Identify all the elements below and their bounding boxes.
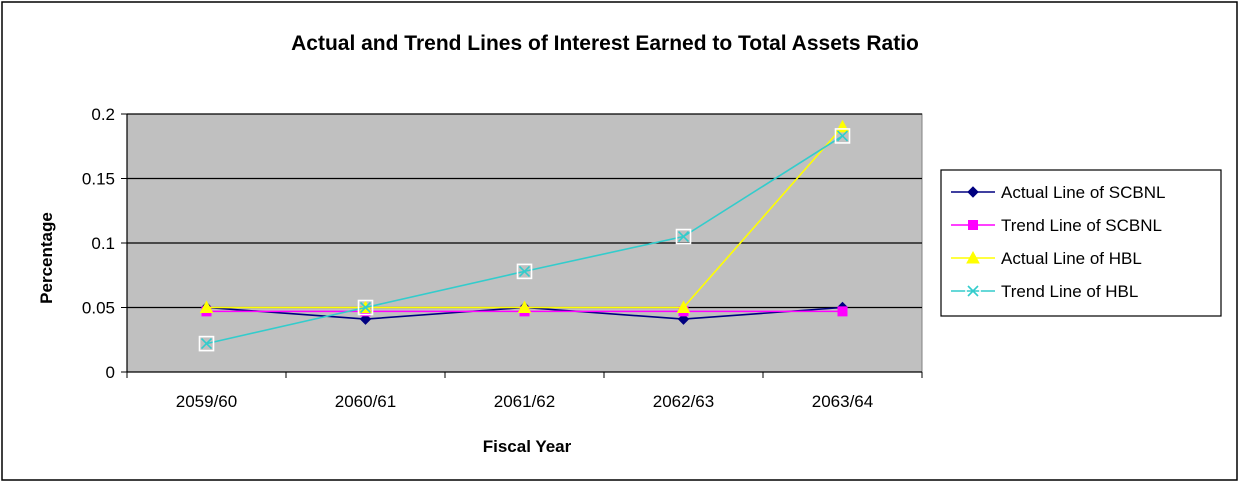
legend-item-3: Trend Line of HBL bbox=[951, 282, 1138, 301]
y-tick-label: 0.1 bbox=[91, 234, 115, 253]
marker-box bbox=[675, 228, 692, 245]
marker-cross-b bbox=[200, 338, 213, 350]
data-point-0-3 bbox=[677, 313, 690, 325]
y-tick-label: 0.05 bbox=[82, 299, 115, 318]
legend-item-1: Trend Line of SCBNL bbox=[951, 216, 1162, 235]
legend-marker bbox=[967, 186, 979, 198]
y-tick-label: 0.2 bbox=[91, 105, 115, 124]
chart-title: Actual and Trend Lines of Interest Earne… bbox=[291, 32, 919, 55]
x-tick-label: 2062/63 bbox=[653, 392, 714, 411]
legend-label: Trend Line of SCBNL bbox=[1001, 216, 1162, 235]
data-point-2-3 bbox=[676, 300, 691, 313]
x-tick-label: 2061/62 bbox=[494, 392, 555, 411]
data-point-0-1 bbox=[359, 313, 372, 325]
legend-marker bbox=[966, 250, 980, 264]
marker-cross-b bbox=[967, 285, 979, 297]
y-tick-label: 0.15 bbox=[82, 170, 115, 189]
x-axis-label: Fiscal Year bbox=[483, 437, 572, 456]
legend-label: Actual Line of HBL bbox=[1001, 249, 1142, 268]
marker-cross-b bbox=[836, 130, 849, 142]
legend-item-2: Actual Line of HBL bbox=[951, 249, 1142, 268]
marker-box bbox=[516, 263, 533, 280]
legend-item-0: Actual Line of SCBNL bbox=[951, 183, 1165, 202]
legend-label: Trend Line of HBL bbox=[1001, 282, 1138, 301]
legend-marker bbox=[965, 283, 981, 299]
data-point-3-3 bbox=[675, 228, 692, 245]
x-tick-label: 2060/61 bbox=[335, 392, 396, 411]
data-point-1-4 bbox=[837, 306, 848, 317]
data-point-3-4 bbox=[834, 128, 851, 144]
legend-label: Actual Line of SCBNL bbox=[1001, 183, 1165, 202]
data-point-3-2 bbox=[516, 263, 533, 280]
x-tick-label: 2059/60 bbox=[176, 392, 237, 411]
legend-marker bbox=[968, 220, 978, 230]
marker-box bbox=[834, 128, 851, 144]
x-tick-label: 2063/64 bbox=[812, 392, 873, 411]
marker-cross-b bbox=[359, 301, 372, 314]
marker-box bbox=[198, 335, 215, 352]
data-point-2-2 bbox=[517, 300, 532, 313]
data-point-2-0 bbox=[199, 300, 214, 313]
data-point-3-1 bbox=[357, 299, 374, 316]
data-point-3-0 bbox=[198, 335, 215, 352]
marker-box bbox=[965, 283, 981, 299]
marker-cross-b bbox=[518, 265, 531, 277]
y-tick-label: 0 bbox=[106, 363, 115, 382]
legend: Actual Line of SCBNL Trend Line of SCBNL A… bbox=[940, 169, 1222, 317]
series-3 bbox=[198, 128, 851, 352]
axes-layer: 0 0.05 0.1 0.15 0.2 2059/60 2060/61 2061/62 2062… bbox=[82, 105, 923, 411]
marker-box bbox=[357, 299, 374, 316]
y-axis-label: Percentage bbox=[37, 212, 56, 304]
marker-cross-b bbox=[677, 230, 690, 243]
series-layer bbox=[198, 119, 851, 352]
